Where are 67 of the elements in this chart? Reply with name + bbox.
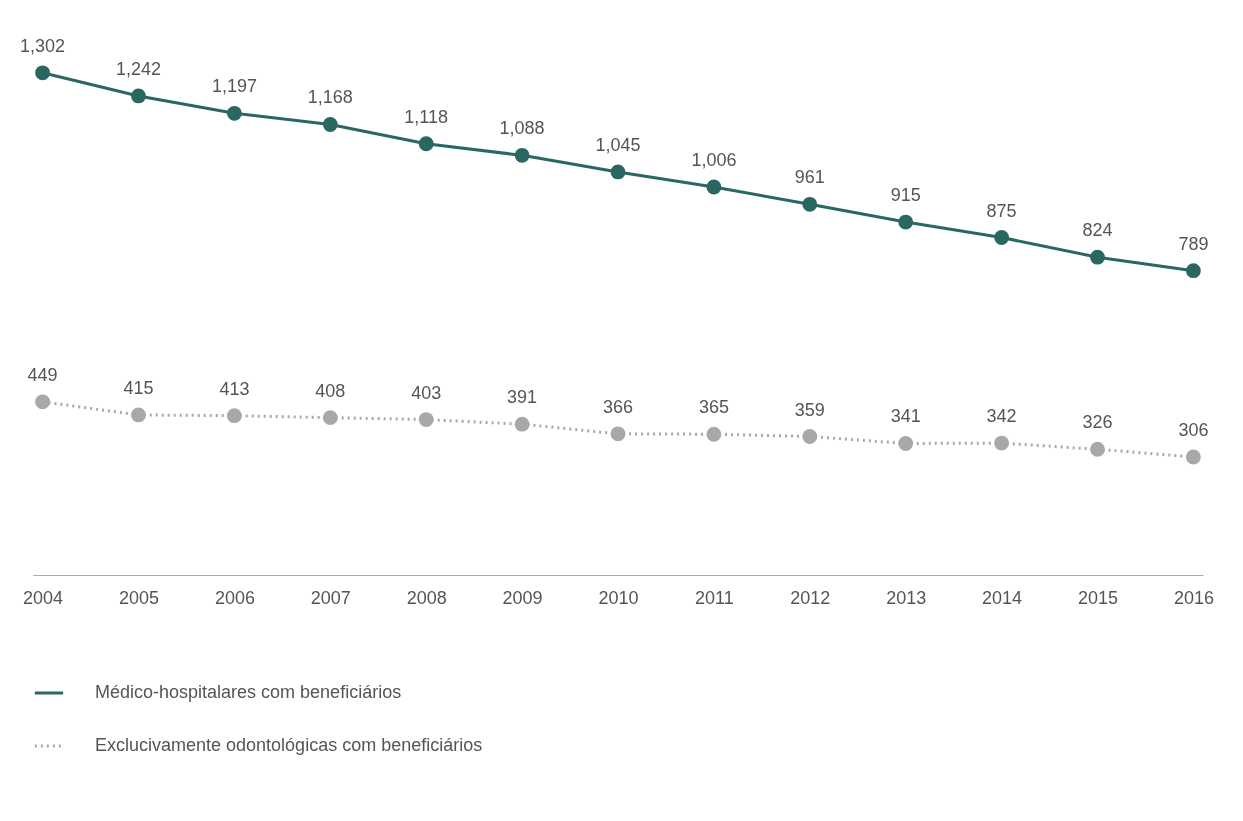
point: [322, 410, 338, 426]
point: [514, 147, 530, 163]
point: [35, 394, 51, 410]
point: [226, 105, 242, 121]
data-label: 341: [890, 406, 921, 427]
point: [1185, 449, 1201, 465]
data-label: 326: [1082, 412, 1113, 433]
x-tick-label: 2005: [118, 587, 160, 608]
data-label: 415: [123, 377, 154, 398]
x-tick-label: 2004: [23, 587, 64, 608]
x-tick-label: 2011: [695, 587, 734, 608]
data-label: 449: [27, 364, 58, 385]
point: [994, 435, 1010, 451]
data-label: 408: [315, 380, 346, 401]
point: [35, 65, 51, 81]
point: [994, 230, 1010, 245]
data-label: 1,168: [307, 87, 353, 108]
data-label: 413: [219, 378, 250, 399]
data-label: 306: [1178, 419, 1209, 440]
point: [610, 426, 626, 442]
point: [706, 426, 722, 442]
data-label: 365: [698, 397, 729, 418]
point: [802, 429, 818, 444]
x-tick-label: 2006: [214, 587, 255, 608]
point: [322, 117, 338, 132]
point: [802, 196, 818, 212]
data-label: 1,006: [691, 149, 737, 170]
x-tick-label: 2010: [598, 587, 639, 608]
data-label: 391: [507, 387, 538, 408]
point: [418, 412, 434, 427]
legend-label: Exclucivamente odontológicas com beneficiários: [95, 735, 483, 755]
x-tick-label: 2015: [1077, 587, 1119, 608]
data-label: 342: [986, 406, 1017, 427]
x-tick-label: 2013: [886, 587, 927, 608]
point: [898, 436, 914, 451]
x-tick-label: 2014: [982, 587, 1023, 608]
data-label: 1,302: [20, 35, 66, 56]
point: [610, 164, 626, 180]
data-label: 1,242: [115, 58, 162, 79]
point: [898, 214, 914, 230]
point: [1090, 441, 1105, 457]
data-label: 875: [986, 200, 1017, 221]
data-label: 789: [1178, 233, 1209, 254]
data-label: 1,045: [595, 134, 641, 155]
x-tick-label: 2012: [790, 587, 831, 608]
point: [514, 416, 530, 432]
x-tick-label: 2008: [406, 587, 447, 608]
point: [131, 88, 146, 104]
point: [706, 179, 722, 195]
data-label: 1,118: [404, 106, 449, 127]
legend-label: Médico-hospitalares com beneficiários: [95, 682, 402, 702]
x-tick-label: 2016: [1173, 587, 1214, 608]
point: [1090, 249, 1105, 265]
point: [418, 136, 434, 152]
data-label: 366: [602, 396, 634, 417]
data-label: 1,197: [211, 76, 257, 97]
point: [226, 408, 242, 424]
point: [1185, 263, 1201, 279]
point: [131, 407, 146, 423]
data-label: 359: [794, 399, 825, 420]
data-label: 403: [411, 382, 442, 403]
data-label: 961: [794, 167, 825, 188]
x-tick-label: 2007: [310, 587, 351, 608]
x-tick-label: 2009: [502, 587, 543, 608]
data-label: 1,088: [499, 118, 545, 139]
data-label: 824: [1082, 220, 1113, 241]
data-label: 915: [890, 185, 921, 206]
